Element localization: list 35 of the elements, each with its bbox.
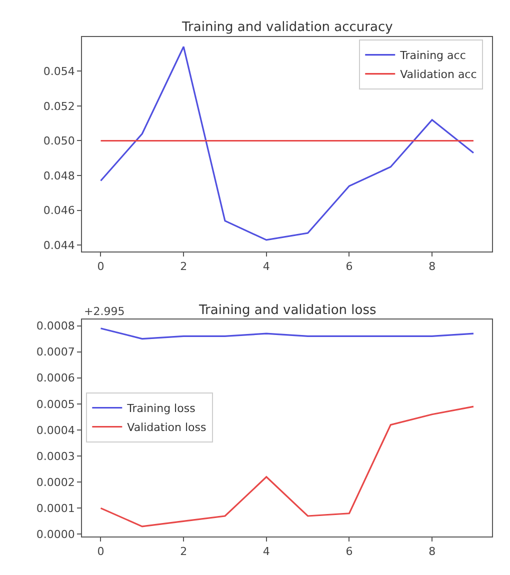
x-tick-label: 0 [97, 260, 104, 273]
y-tick-label: 0.0000 [36, 528, 75, 542]
chart-title: Training and validation loss [198, 303, 376, 318]
y-tick-label: 0.0006 [36, 372, 75, 385]
legend-label: Validation acc [400, 68, 477, 82]
y-tick-label: 0.0004 [36, 424, 75, 437]
legend-label: Training acc [399, 49, 466, 62]
x-tick-label: 2 [180, 544, 188, 558]
y-tick-label: 0.052 [43, 100, 75, 113]
x-tick-label: 8 [428, 544, 436, 558]
y-tick-label: 0.044 [43, 239, 75, 252]
x-tick-label: 6 [346, 544, 353, 558]
text: +2.995 [84, 305, 125, 318]
legend-label: Validation loss [127, 421, 206, 434]
y-tick-label: 0.0001 [36, 502, 75, 516]
x-tick-label: 4 [262, 260, 270, 273]
x-tick-label: 0 [97, 544, 104, 558]
y-tick-label: 0.048 [43, 169, 75, 182]
x-tick-label: 4 [262, 544, 270, 558]
y-tick-label: 0.0008 [36, 320, 75, 333]
line-series [100, 406, 474, 528]
legend-label: Training loss [126, 402, 196, 416]
x-tick-label: 6 [346, 260, 353, 273]
x-tick-label: 8 [428, 260, 436, 273]
line-series [100, 46, 474, 241]
y-tick-label: 0.054 [43, 64, 75, 78]
line-series [100, 328, 474, 340]
y-tick-label: 0.0007 [36, 346, 75, 359]
chart-title: Training and validation accuracy [181, 20, 394, 35]
y-tick-label: 0.0005 [36, 398, 75, 411]
y-tick-label: 0.046 [43, 204, 75, 218]
y-tick-label: 0.050 [43, 134, 75, 148]
y-tick-label: 0.0003 [36, 450, 75, 463]
y-tick-label: 0.0002 [36, 476, 75, 489]
x-tick-label: 2 [180, 260, 188, 273]
